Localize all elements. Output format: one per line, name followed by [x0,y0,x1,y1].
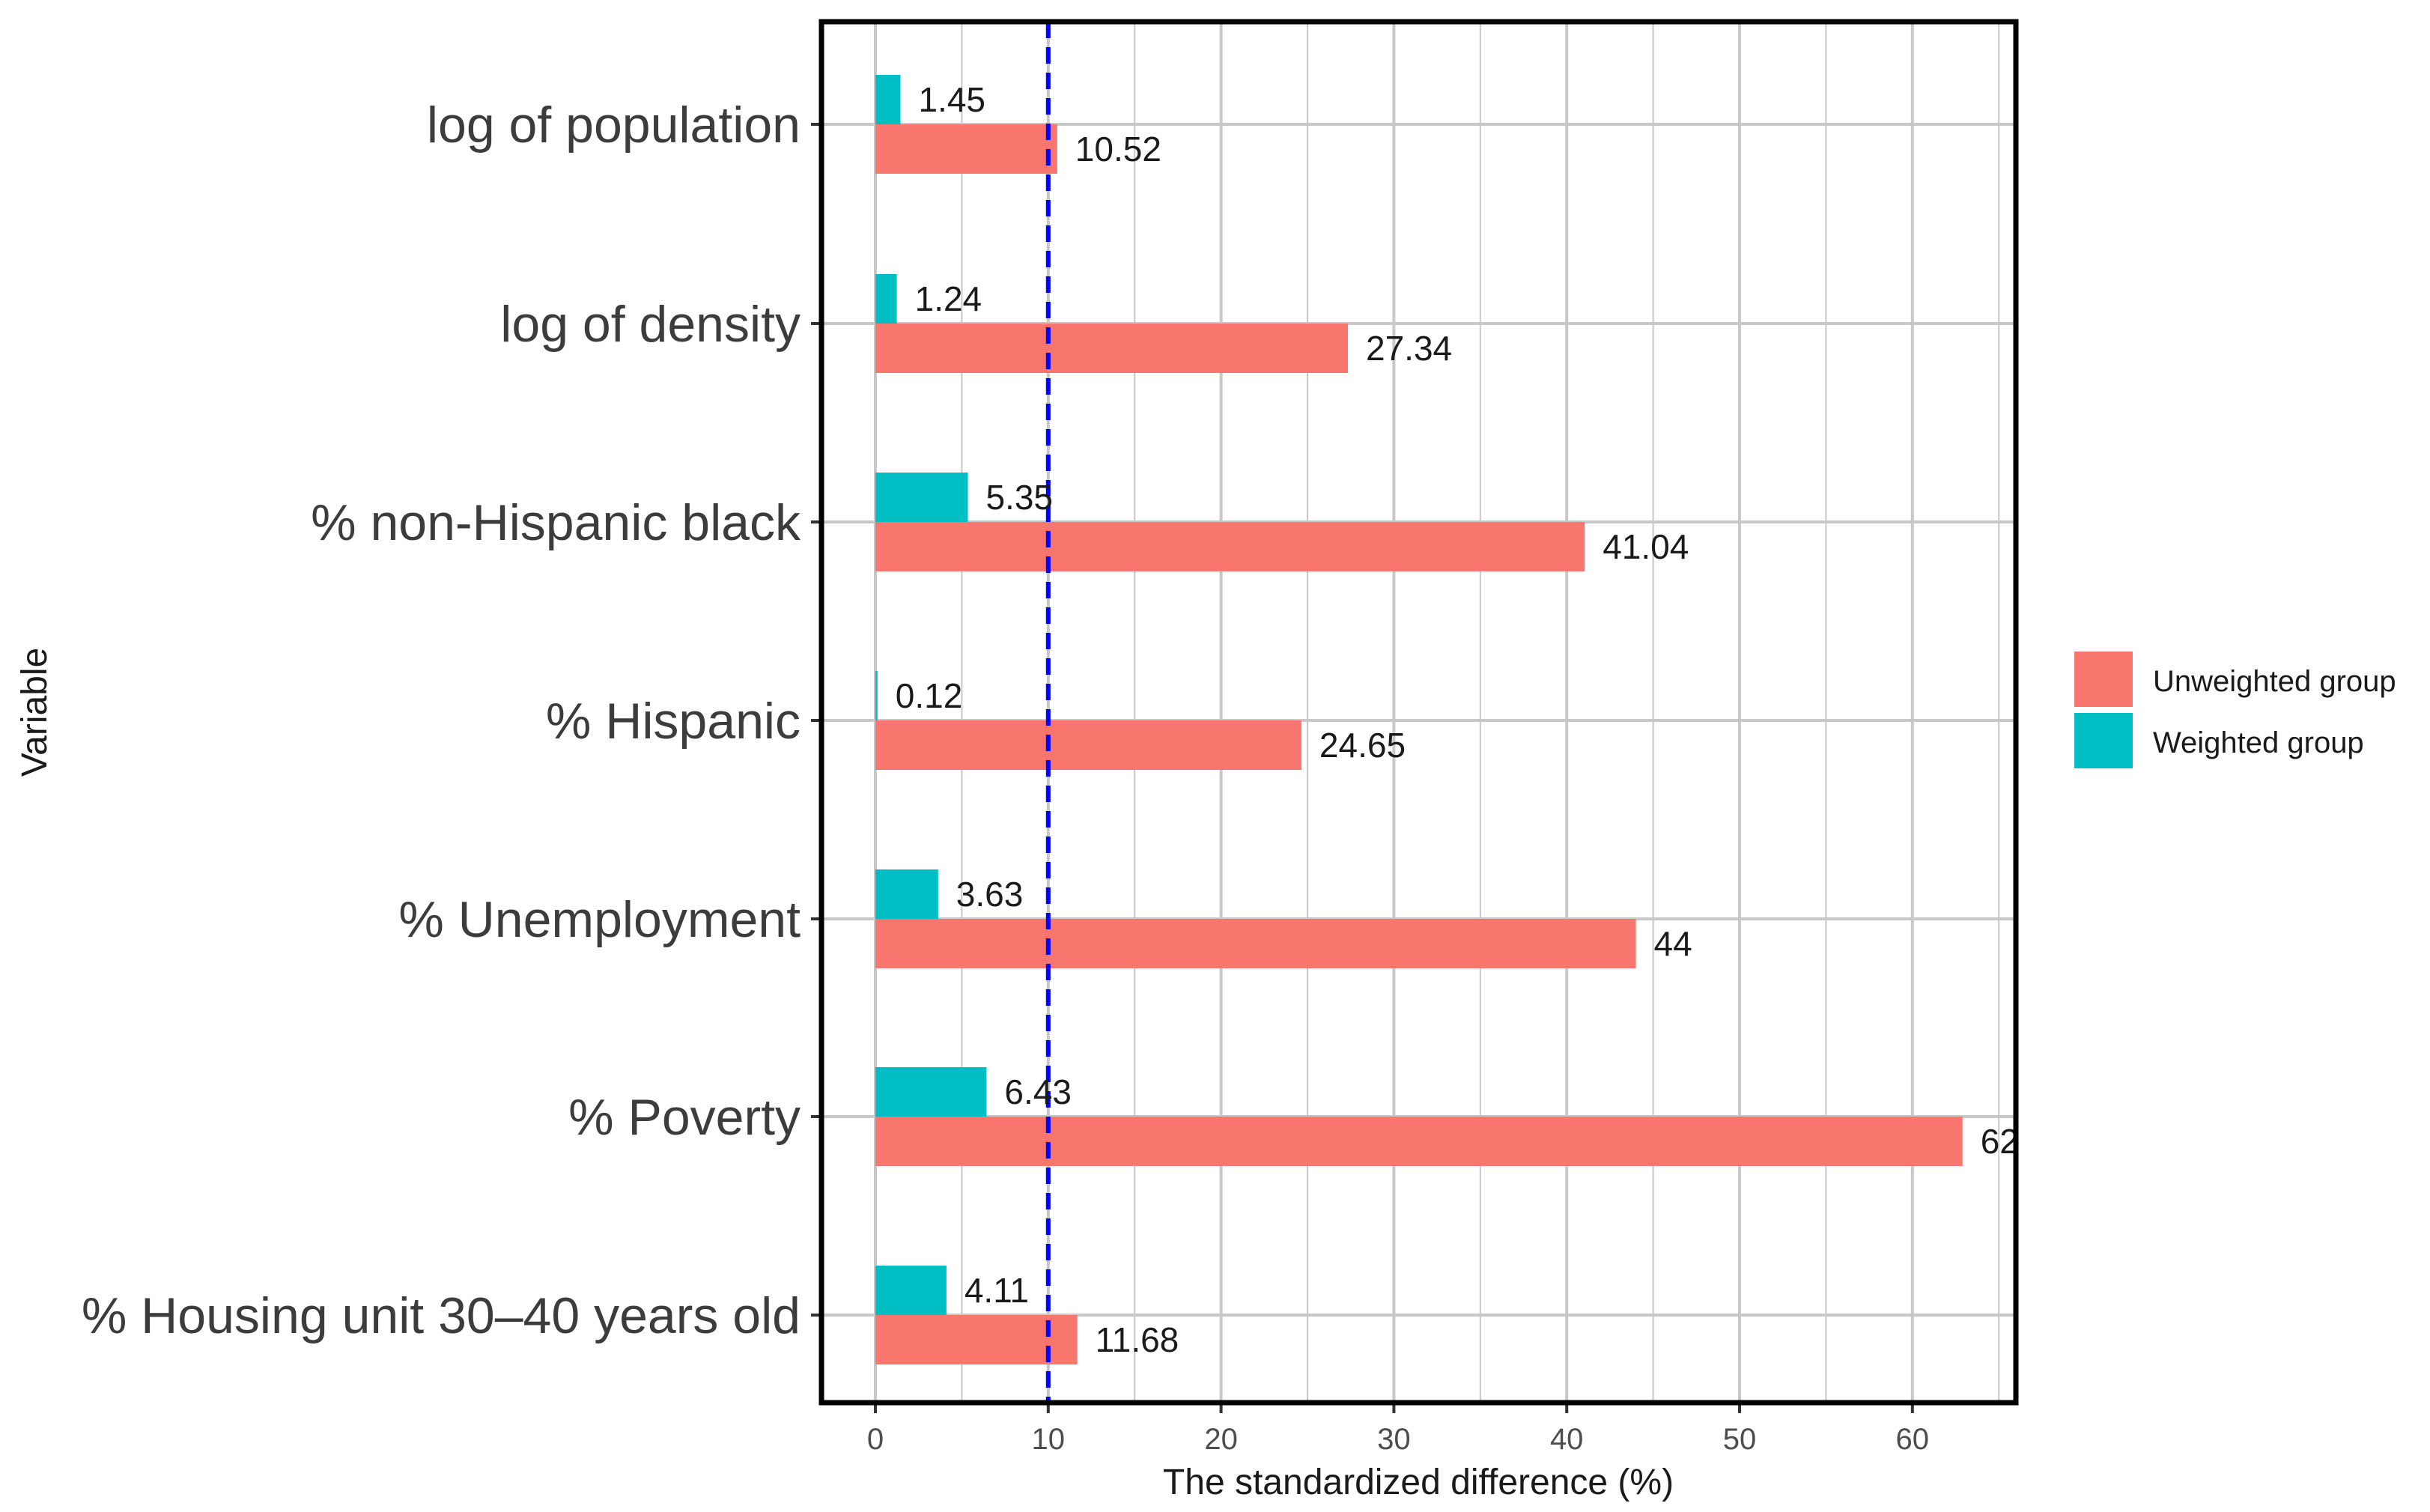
x-axis-title: The standardized difference (%) [1163,1463,1674,1502]
axes: log of population log of density % non-His… [82,97,1929,1456]
y-tick-label: % Poverty [568,1089,801,1146]
bar-unweighted-group-log-of-density [875,324,1349,373]
bar-weighted-group-hispanic [875,671,878,720]
bar-weighted-group-poverty [875,1067,987,1117]
bar-unweighted-group-non-hispanic-black [875,522,1585,571]
bar-unweighted-group-poverty [875,1117,1963,1166]
x-tick-label: 50 [1723,1423,1757,1456]
data-label-weighted-group-log-of-density: 1.24 [915,279,982,318]
x-tick-label: 10 [1032,1423,1066,1456]
bar-weighted-group-log-of-population [875,75,901,124]
data-label-weighted-group-poverty: 6.43 [1004,1072,1072,1111]
legend-key-weighted [2074,713,2133,768]
bar-unweighted-group-hispanic [875,720,1301,770]
y-tick-label: % Housing unit 30–40 years old [82,1287,801,1344]
bars [875,75,1963,1364]
bar-weighted-group-housing-unit-30-40-years-old [875,1266,947,1315]
panel-border [818,19,2019,1406]
data-label-unweighted-group-poverty: 62 [1981,1122,2019,1161]
y-tick-label: log of density [500,296,801,353]
bar-weighted-group-non-hispanic-black [875,473,968,522]
bar-unweighted-group-unemployment [875,919,1636,968]
data-label-unweighted-group-housing-unit-30-40-years-old: 11.68 [1096,1320,1179,1359]
data-label-weighted-group-log-of-population: 1.45 [918,80,985,119]
bar-unweighted-group-log-of-population [875,124,1057,174]
data-label-unweighted-group-non-hispanic-black: 41.04 [1603,527,1689,566]
data-label-unweighted-group-log-of-density: 27.34 [1366,329,1452,368]
bar-weighted-group-unemployment [875,869,938,919]
x-tick-label: 20 [1204,1423,1238,1456]
data-label-weighted-group-housing-unit-30-40-years-old: 4.11 [965,1271,1029,1310]
data-labels: 10.52 1.45 27.34 1.24 41.04 5.35 24.65 0.12 44 3.… [896,80,2019,1359]
y-tick-label: % Unemployment [398,891,801,948]
x-tick-label: 40 [1550,1423,1584,1456]
legend-key-unweighted [2074,652,2133,707]
data-label-weighted-group-unemployment: 3.63 [956,875,1024,914]
data-label-weighted-group-hispanic: 0.12 [896,676,963,715]
data-label-weighted-group-non-hispanic-black: 5.35 [985,478,1053,517]
data-label-unweighted-group-hispanic: 24.65 [1319,726,1406,765]
x-tick-label: 30 [1377,1423,1411,1456]
bar-unweighted-group-housing-unit-30-40-years-old [875,1315,1078,1364]
y-axis-title: Variable [15,648,55,777]
data-label-unweighted-group-unemployment: 44 [1654,924,1692,963]
legend-label-unweighted: Unweighted group [2153,665,2396,698]
legend-label-weighted: Weighted group [2153,726,2364,759]
y-tick-label: log of population [427,97,801,154]
x-tick-label: 0 [867,1423,884,1456]
x-tick-label: 60 [1896,1423,1930,1456]
legend: Unweighted group Weighted group [2074,652,2396,768]
bar-weighted-group-log-of-density [875,274,897,324]
y-tick-label: % Hispanic [546,693,801,750]
y-tick-label: % non-Hispanic black [311,494,801,551]
data-label-unweighted-group-log-of-population: 10.52 [1075,130,1161,168]
